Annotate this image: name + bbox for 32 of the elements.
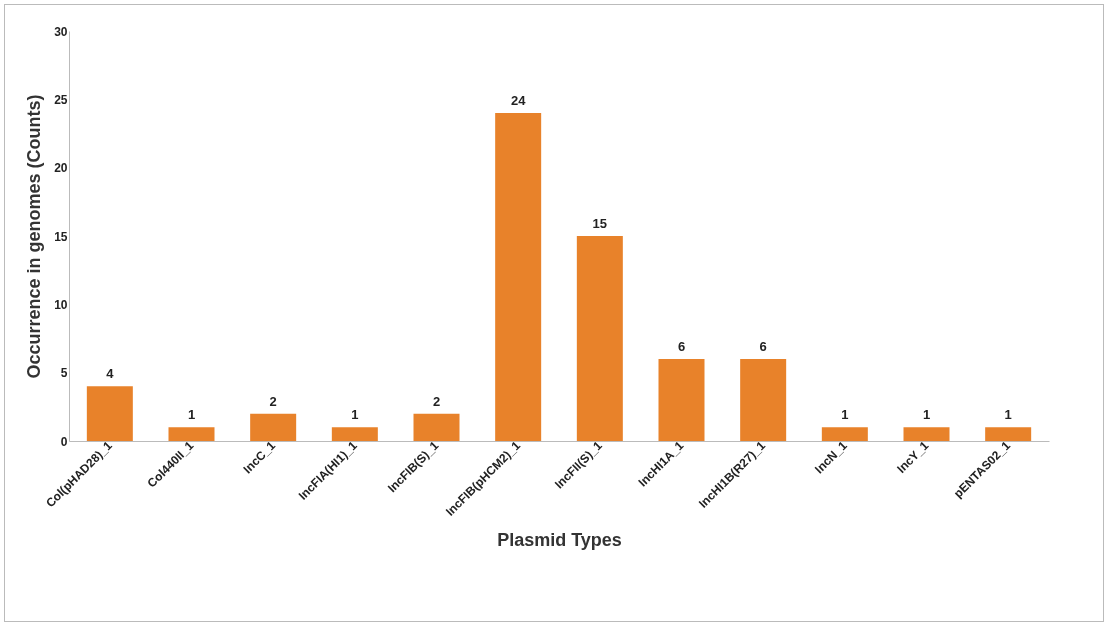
y-tick-label: 30 [54, 24, 68, 39]
data-label: 4 [106, 366, 115, 382]
data-label: 1 [1004, 407, 1012, 423]
bar [86, 386, 133, 441]
data-label: 15 [592, 216, 608, 231]
data-label: 2 [432, 393, 441, 409]
bar [576, 236, 623, 441]
y-tick-label: 5 [60, 366, 68, 381]
y-tick-label: 25 [54, 92, 68, 107]
bar [985, 427, 1032, 441]
data-label: 1 [351, 407, 359, 423]
bar [413, 413, 460, 441]
x-axis-title: Plasmid Types [497, 529, 622, 550]
data-label: 1 [841, 407, 849, 423]
bar [168, 427, 215, 441]
data-label: 6 [677, 339, 686, 354]
bar [331, 427, 378, 441]
y-tick-label: 20 [54, 161, 68, 176]
bar [250, 413, 297, 441]
bar [821, 427, 868, 441]
y-tick-label: 15 [54, 229, 68, 244]
data-label: 24 [510, 93, 527, 108]
y-axis-title: Occurrence in genomes (Counts) [24, 94, 45, 379]
y-tick-label: 10 [54, 297, 68, 312]
bar [658, 359, 705, 441]
bar [740, 359, 787, 441]
data-label: 6 [759, 339, 767, 354]
bar [903, 427, 950, 441]
data-label: 1 [187, 407, 196, 423]
bar [495, 113, 542, 441]
data-label: 2 [269, 393, 277, 409]
data-label: 1 [922, 407, 931, 423]
